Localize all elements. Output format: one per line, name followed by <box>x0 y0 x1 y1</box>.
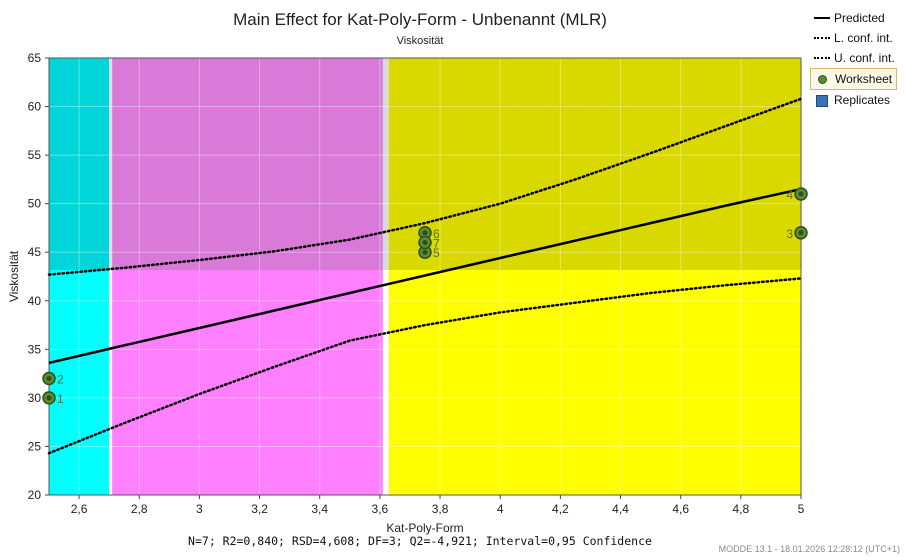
region-band-4-bottom <box>388 270 801 495</box>
y-tick-label: 65 <box>28 51 42 65</box>
dotted-line-icon <box>812 32 830 44</box>
point-label: 5 <box>433 246 440 260</box>
region-band-2-top <box>112 58 383 270</box>
model-statistics: N=7; R2=0,840; RSD=4,608; DF=3; Q2=-4,92… <box>188 534 652 548</box>
series-line-l-conf-int <box>47 277 803 455</box>
x-tick-label: 4,6 <box>672 502 689 516</box>
worksheet-point-core <box>422 249 428 255</box>
worksheet-point-core <box>798 191 804 197</box>
y-tick-label: 35 <box>28 342 42 356</box>
worksheet-point-core <box>46 395 52 401</box>
y-tick-label: 45 <box>28 245 42 259</box>
y-tick-label: 50 <box>28 197 42 211</box>
x-tick-label: 4,8 <box>732 502 749 516</box>
y-tick-label: 40 <box>28 294 42 308</box>
region-band-3-bottom <box>382 270 389 495</box>
worksheet-point-core <box>422 240 428 246</box>
x-tick-label: 2,6 <box>71 502 88 516</box>
x-tick-label: 4 <box>497 502 504 516</box>
legend-label: U. conf. int. <box>834 51 895 65</box>
point-label: 2 <box>57 372 64 386</box>
region-band-3-top <box>382 58 389 270</box>
legend-item-lower-conf[interactable]: L. conf. int. <box>812 28 897 48</box>
y-tick-label: 60 <box>28 100 42 114</box>
x-tick-label: 5 <box>798 502 805 516</box>
dotted-line-icon <box>812 52 830 64</box>
x-tick-label: 3 <box>196 502 203 516</box>
y-tick-label: 20 <box>28 488 42 502</box>
series-line-predicted <box>48 187 802 365</box>
solid-line-icon <box>812 12 830 24</box>
legend-item-replicates[interactable]: Replicates <box>812 90 897 110</box>
x-tick-label: 3,8 <box>432 502 449 516</box>
region-band-0-bottom <box>49 270 110 495</box>
region-band-1-top <box>109 58 113 270</box>
green-dot-icon <box>813 73 831 85</box>
legend-item-predicted[interactable]: Predicted <box>812 8 897 28</box>
legend-item-worksheet[interactable]: Worksheet <box>810 68 898 90</box>
point-label: 3 <box>786 227 793 241</box>
point-label: 4 <box>786 188 793 202</box>
region-band-4-top <box>388 58 801 270</box>
chart-title: Main Effect for Kat-Poly-Form - Unbenann… <box>233 10 607 29</box>
x-tick-label: 3,6 <box>372 502 389 516</box>
chart-subtitle: Viskosität <box>396 35 444 47</box>
region-band-0-top <box>49 58 110 270</box>
point-label: 1 <box>57 392 64 406</box>
y-axis-label: Viskosität <box>7 250 21 302</box>
y-tick-label: 30 <box>28 391 42 405</box>
x-tick-label: 2,8 <box>131 502 148 516</box>
x-axis-label: Kat-Poly-Form <box>386 521 463 535</box>
legend-label: Replicates <box>834 93 891 107</box>
legend-label: Predicted <box>834 11 885 25</box>
x-tick-label: 4,4 <box>612 502 629 516</box>
x-tick-label: 4,2 <box>552 502 569 516</box>
software-footer: MODDE 13.1 - 18.01.2026 12:28:12 (UTC+1) <box>718 544 900 554</box>
legend-label: Worksheet <box>835 72 893 86</box>
series-line-u-conf-int <box>47 97 803 276</box>
x-tick-label: 3,4 <box>311 502 328 516</box>
legend-item-upper-conf[interactable]: U. conf. int. <box>812 48 897 68</box>
plot-frame <box>48 57 802 496</box>
point-label: 7 <box>433 237 440 251</box>
legend-label: L. conf. int. <box>834 31 893 45</box>
worksheet-point-core <box>46 375 52 381</box>
worksheet-point-core <box>422 230 428 236</box>
worksheet-point-core <box>798 230 804 236</box>
region-band-2-bottom <box>112 270 383 495</box>
blue-square-icon <box>812 94 830 107</box>
region-band-1-bottom <box>109 270 113 495</box>
y-tick-label: 25 <box>28 439 42 453</box>
point-label: 6 <box>433 227 440 241</box>
legend: Predicted L. conf. int. U. conf. int. Wo… <box>810 8 898 110</box>
x-tick-label: 3,2 <box>251 502 268 516</box>
y-tick-label: 55 <box>28 148 42 162</box>
